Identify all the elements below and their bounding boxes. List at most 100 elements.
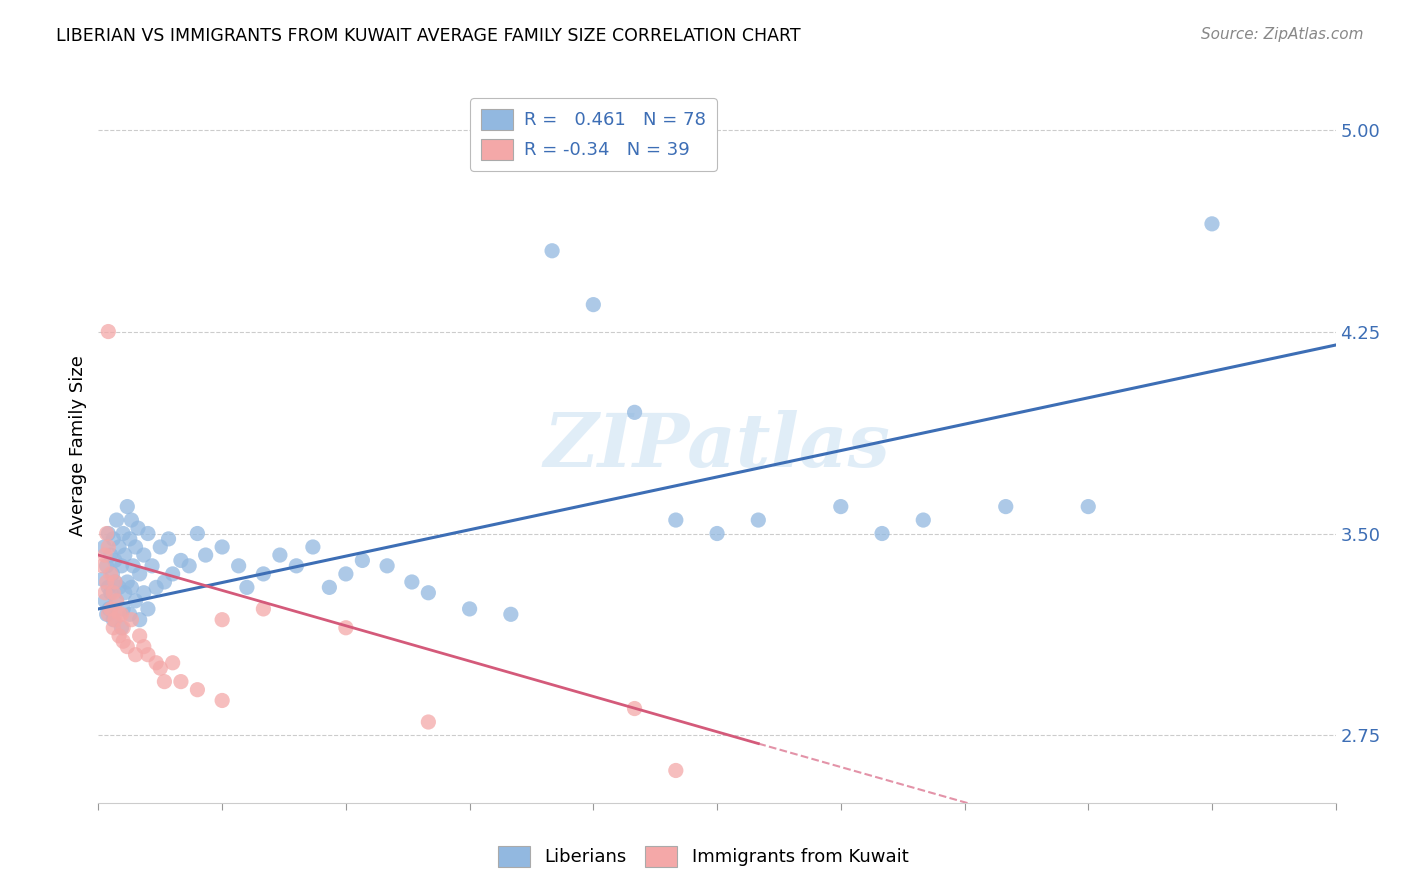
Point	[112, 634, 135, 648]
Point	[124, 648, 146, 662]
Point	[105, 594, 128, 608]
Point	[94, 548, 117, 562]
Point	[120, 513, 142, 527]
Point	[912, 513, 935, 527]
Legend: Liberians, Immigrants from Kuwait: Liberians, Immigrants from Kuwait	[491, 838, 915, 874]
Point	[623, 701, 645, 715]
Point	[91, 572, 114, 586]
Point	[97, 325, 120, 339]
Point	[114, 586, 136, 600]
Point	[96, 607, 118, 622]
Point	[141, 558, 163, 573]
Point	[541, 244, 564, 258]
Point	[132, 586, 155, 600]
Point	[101, 566, 124, 581]
Point	[211, 540, 233, 554]
Point	[120, 613, 142, 627]
Point	[100, 602, 122, 616]
Point	[335, 566, 357, 581]
Point	[318, 580, 340, 594]
Point	[103, 586, 125, 600]
Point	[104, 553, 127, 567]
Point	[108, 629, 131, 643]
Point	[211, 693, 233, 707]
Point	[128, 613, 150, 627]
Point	[100, 566, 122, 581]
Point	[94, 586, 117, 600]
Point	[136, 526, 159, 541]
Point	[108, 580, 131, 594]
Point	[665, 513, 688, 527]
Point	[127, 521, 149, 535]
Point	[145, 656, 167, 670]
Point	[96, 558, 118, 573]
Point	[170, 553, 193, 567]
Point	[120, 580, 142, 594]
Point	[252, 566, 274, 581]
Point	[114, 548, 136, 562]
Point	[132, 640, 155, 654]
Point	[136, 602, 159, 616]
Point	[100, 586, 122, 600]
Point	[1201, 217, 1223, 231]
Point	[100, 548, 122, 562]
Point	[375, 558, 398, 573]
Point	[103, 532, 125, 546]
Point	[236, 580, 259, 594]
Point	[124, 594, 146, 608]
Point	[96, 526, 118, 541]
Point	[153, 674, 176, 689]
Text: Source: ZipAtlas.com: Source: ZipAtlas.com	[1201, 27, 1364, 42]
Point	[117, 640, 139, 654]
Point	[582, 298, 605, 312]
Point	[110, 607, 132, 622]
Text: ZIPatlas: ZIPatlas	[544, 409, 890, 483]
Point	[108, 607, 131, 622]
Point	[112, 621, 135, 635]
Y-axis label: Average Family Size: Average Family Size	[69, 356, 87, 536]
Point	[94, 594, 117, 608]
Point	[105, 513, 128, 527]
Point	[105, 594, 128, 608]
Point	[112, 602, 135, 616]
Point	[157, 532, 180, 546]
Point	[302, 540, 325, 554]
Point	[103, 613, 125, 627]
Point	[128, 566, 150, 581]
Point	[97, 540, 120, 554]
Point	[153, 574, 176, 589]
Point	[352, 553, 374, 567]
Point	[706, 526, 728, 541]
Point	[104, 613, 127, 627]
Point	[179, 558, 201, 573]
Point	[499, 607, 522, 622]
Point	[1077, 500, 1099, 514]
Point	[97, 526, 120, 541]
Point	[149, 661, 172, 675]
Point	[870, 526, 893, 541]
Point	[418, 714, 440, 729]
Point	[401, 574, 423, 589]
Point	[170, 674, 193, 689]
Point	[149, 540, 172, 554]
Point	[112, 526, 135, 541]
Point	[108, 540, 131, 554]
Point	[98, 602, 121, 616]
Point	[110, 621, 132, 635]
Point	[228, 558, 250, 573]
Point	[104, 574, 127, 589]
Point	[103, 621, 125, 635]
Point	[117, 500, 139, 514]
Point	[118, 532, 141, 546]
Legend: R =   0.461   N = 78, R = -0.34   N = 39: R = 0.461 N = 78, R = -0.34 N = 39	[470, 98, 717, 170]
Point	[162, 656, 184, 670]
Point	[118, 607, 141, 622]
Point	[335, 621, 357, 635]
Point	[458, 602, 481, 616]
Point	[994, 500, 1017, 514]
Point	[186, 682, 208, 697]
Point	[97, 580, 120, 594]
Point	[96, 574, 118, 589]
Point	[145, 580, 167, 594]
Point	[285, 558, 308, 573]
